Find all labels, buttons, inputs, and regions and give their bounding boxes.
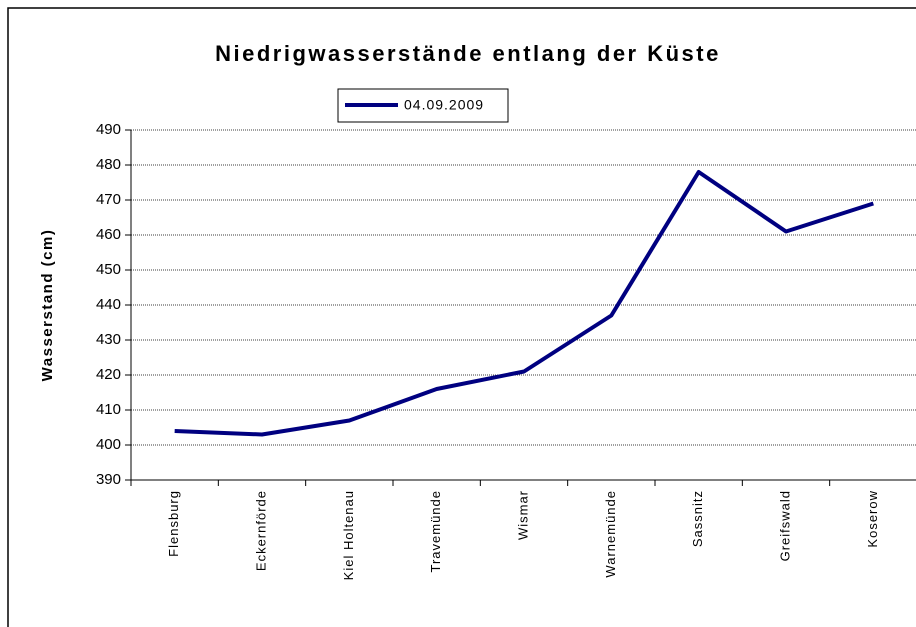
x-tick-label: Flensburg — [166, 490, 181, 557]
y-tick-label: 430 — [96, 331, 121, 348]
y-tick-label: 450 — [96, 261, 121, 278]
x-tick-label: Eckernförde — [253, 490, 268, 571]
x-tick-label: Koserow — [865, 490, 880, 548]
y-tick-label: 460 — [96, 226, 121, 243]
y-tick-label: 490 — [96, 121, 121, 138]
y-tick-label: 390 — [96, 471, 121, 488]
y-tick-label: 470 — [96, 191, 121, 208]
x-tick-label: Kiel Holtenau — [341, 490, 356, 580]
chart-title: Niedrigwasserstände entlang der Küste — [215, 41, 721, 66]
x-tick-label: Sassnitz — [690, 490, 705, 547]
data-line — [174, 170, 874, 437]
y-axis-label: Wasserstand (cm) — [39, 229, 56, 382]
x-tick-label: Travemünde — [428, 490, 443, 573]
x-tick-label: Wismar — [515, 490, 530, 540]
y-tick-label: 480 — [96, 156, 121, 173]
y-tick-label: 420 — [96, 366, 121, 383]
y-tick-label: 410 — [96, 401, 121, 418]
x-tick-label: Greifswald — [777, 490, 792, 561]
x-tick-label: Warnemünde — [603, 490, 618, 578]
legend-label: 04.09.2009 — [404, 97, 484, 113]
y-tick-label: 400 — [96, 436, 121, 453]
y-tick-label: 440 — [96, 296, 121, 313]
